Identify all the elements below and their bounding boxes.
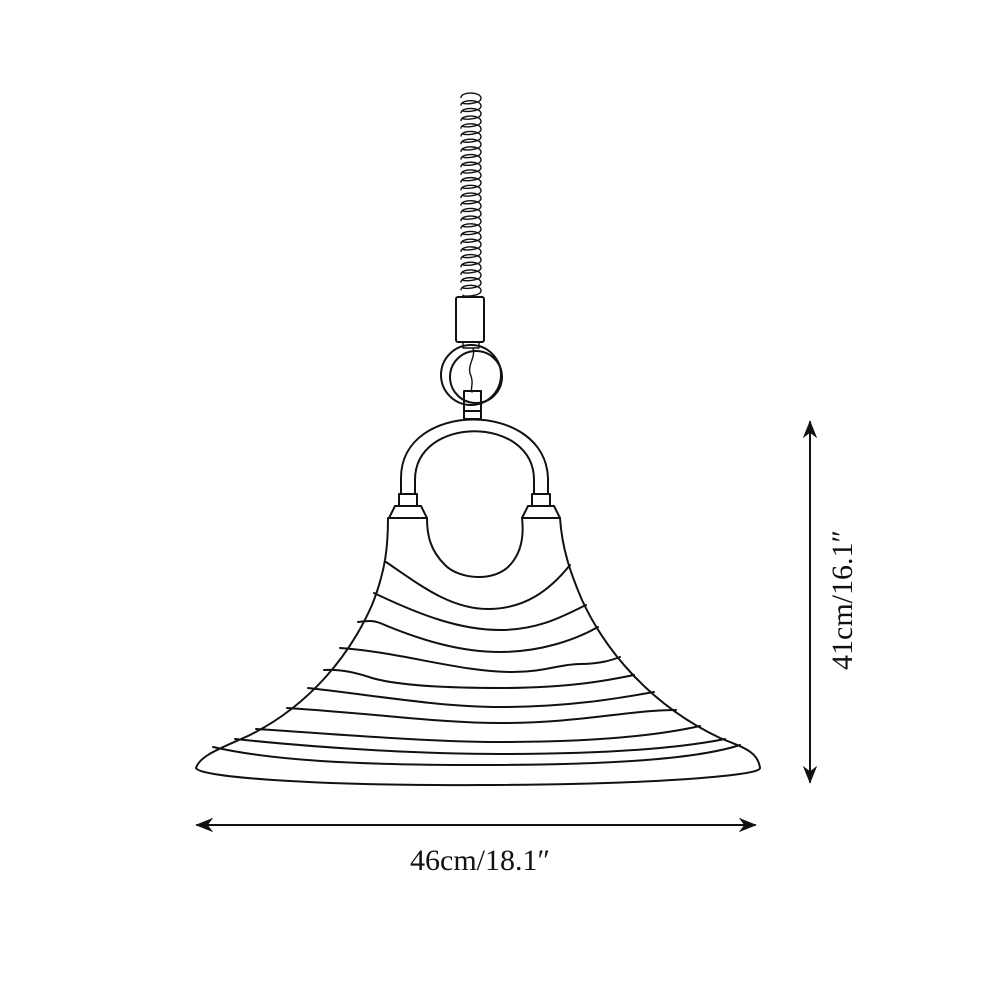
- coupler-neck: [462, 341, 480, 349]
- lamp-shade: [195, 517, 762, 787]
- coiled-cord: [460, 92, 482, 297]
- width-label: 46cm/18.1″: [410, 844, 550, 877]
- height-dimension: 41cm/16.1″: [802, 420, 859, 784]
- width-dimension: 46cm/18.1″: [195, 817, 757, 877]
- coil-loops: [460, 92, 482, 297]
- height-label: 41cm/16.1″: [826, 530, 859, 670]
- ball-joint: [440, 344, 503, 420]
- cord-coupler: [455, 296, 485, 343]
- arch-hanger: [388, 418, 561, 519]
